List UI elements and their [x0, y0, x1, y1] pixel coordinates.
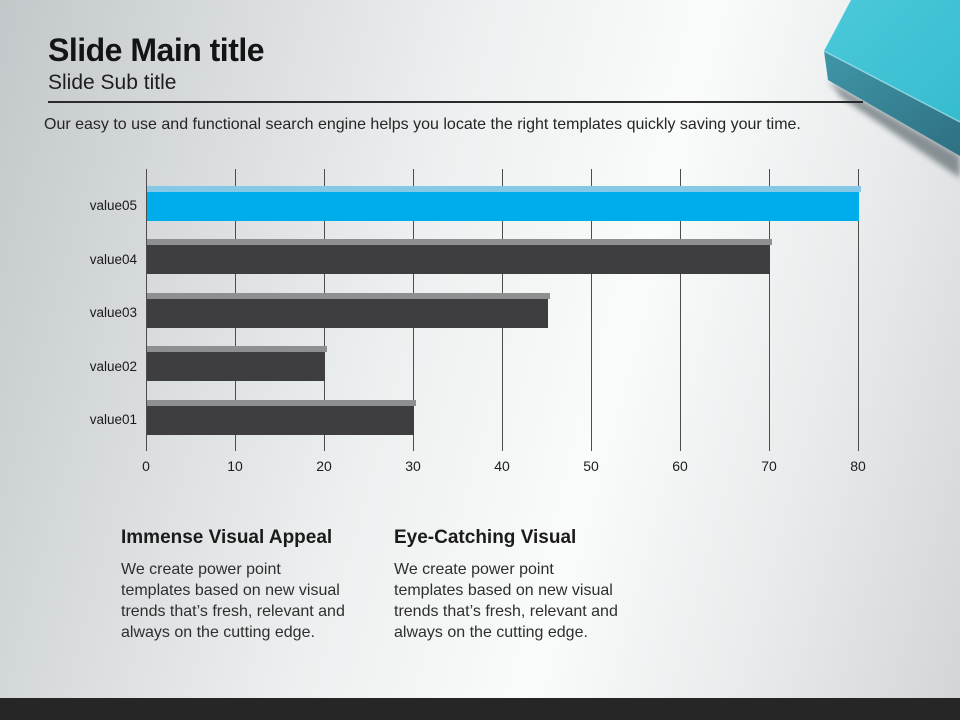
slide-subtitle: Slide Sub title [48, 71, 177, 94]
x-tick-label: 30 [405, 458, 421, 474]
category-label: value01 [89, 412, 137, 427]
section-heading: Immense Visual Appeal [121, 527, 333, 548]
title-divider [48, 101, 863, 103]
bar-top-edge [147, 399, 416, 406]
x-tick-label: 60 [672, 458, 688, 474]
bar-value02 [147, 352, 325, 381]
section-body: We create power point templates based on… [394, 561, 618, 641]
x-tick-label: 20 [316, 458, 332, 474]
bar-value04 [147, 245, 770, 274]
x-tick-label: 50 [583, 458, 599, 474]
gridline [591, 169, 592, 451]
slide-description: Our easy to use and functional search en… [44, 116, 801, 133]
bar-top-edge [147, 346, 327, 352]
x-tick-label: 70 [761, 458, 777, 474]
x-tick-label: 40 [494, 458, 510, 474]
gridline [858, 169, 859, 451]
section-eye-catching-visual: Eye-Catching Visual We create power poin… [394, 527, 664, 643]
section-heading: Eye-Catching Visual [394, 527, 577, 548]
x-tick-label: 10 [227, 458, 243, 474]
category-label: value05 [89, 198, 137, 213]
bar-chart: 0 10 20 30 40 50 60 70 80 value05 value04 value03 va… [89, 169, 866, 474]
section-immense-visual-appeal: Immense Visual Appeal We create power po… [121, 527, 391, 643]
category-label: value04 [89, 251, 137, 267]
bar-value01 [147, 405, 414, 435]
footer-bar [0, 698, 960, 720]
gridline [146, 169, 147, 451]
slide-title: Slide Main title [48, 32, 265, 68]
category-label: value03 [89, 305, 137, 320]
section-body: We create power point templates based on… [121, 561, 345, 641]
bar-top-edge [147, 292, 550, 299]
gridline [769, 169, 770, 451]
gridline [680, 169, 681, 451]
bar-top-edge [147, 185, 861, 192]
x-tick-label: 80 [850, 458, 866, 474]
bar-top-edge [147, 239, 772, 245]
bar-value03 [147, 298, 548, 328]
x-tick-label: 0 [142, 458, 150, 474]
category-label: value02 [89, 358, 137, 374]
bar-value05 [147, 191, 859, 221]
